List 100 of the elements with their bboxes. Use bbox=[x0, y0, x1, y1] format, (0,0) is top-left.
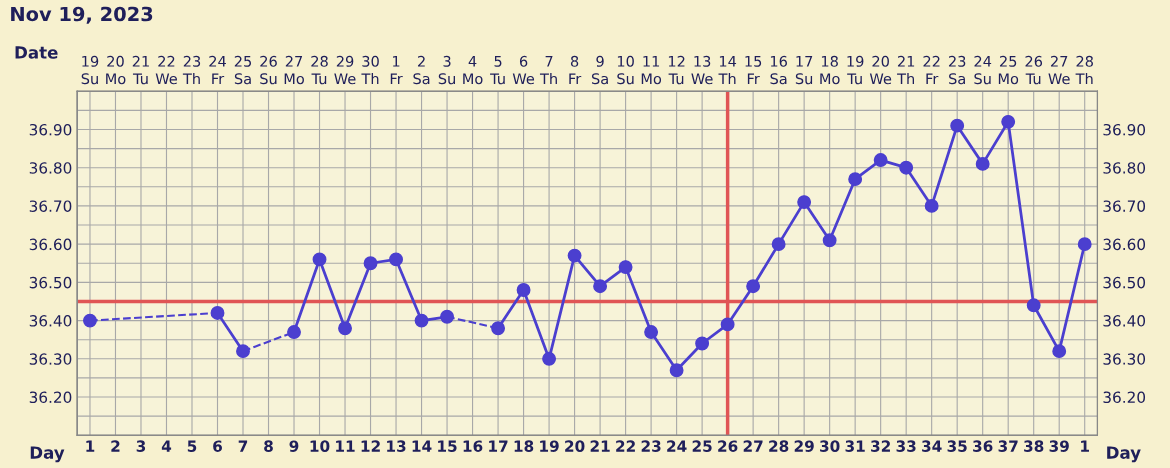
text: Day bbox=[30, 446, 65, 463]
y-tick-label: 36.30 bbox=[29, 353, 72, 365]
x-tick-label: 12 bbox=[361, 440, 380, 452]
x2-tick-label: 23 Sa bbox=[948, 55, 966, 85]
x-tick-label: 37 bbox=[998, 440, 1018, 452]
x2-tick-label: 28 Th bbox=[1075, 55, 1093, 85]
x-tick-label: 17 bbox=[489, 440, 508, 452]
y-tick-label: 36.50 bbox=[29, 276, 72, 289]
point bbox=[363, 256, 378, 271]
x-tick-label: 16 bbox=[463, 440, 483, 452]
point bbox=[338, 321, 352, 336]
x2-tick-label: 30 Th bbox=[361, 55, 379, 85]
x2-tick-label: 1 Fr bbox=[390, 55, 403, 85]
x2-tick-label: 26 Su bbox=[260, 55, 277, 85]
x2-axis-title: Date bbox=[15, 46, 58, 59]
x-tick-label: 10 bbox=[310, 440, 330, 452]
x-tick-label: 26 bbox=[718, 440, 738, 452]
x-tick-label: 27 bbox=[743, 440, 763, 452]
x2-tick-label: 20 Mo bbox=[106, 55, 126, 85]
x2-tick-label: 24 Su bbox=[974, 55, 992, 85]
point bbox=[389, 252, 403, 267]
x-tick-label: 1 bbox=[86, 440, 95, 452]
y2-tick-label: 36.60 bbox=[1103, 238, 1146, 251]
point bbox=[567, 248, 582, 263]
point bbox=[669, 363, 684, 378]
x2-tick-label: 12 Tu bbox=[668, 55, 685, 85]
point bbox=[873, 153, 888, 168]
x-tick-label: 36 bbox=[973, 440, 993, 452]
x2-tick-label: 21 Tu bbox=[132, 55, 149, 85]
x2-tick-label: 25 Mo bbox=[998, 55, 1019, 85]
x-tick-label: 14 bbox=[412, 440, 432, 452]
x-tick-label: 15 bbox=[438, 440, 457, 452]
x2-tick-label: 3 Su bbox=[438, 55, 455, 85]
x2-tick-label: 14 Th bbox=[718, 55, 737, 85]
x-tick-label: 23 bbox=[641, 440, 661, 452]
x2-tick-label: 27 We bbox=[1048, 55, 1070, 85]
point bbox=[848, 172, 863, 187]
x2-tick-label: 21 Th bbox=[897, 55, 915, 85]
point bbox=[542, 351, 557, 366]
point bbox=[924, 198, 939, 213]
x-tick-label: 28 bbox=[769, 440, 789, 452]
x-tick-label: 2 bbox=[111, 440, 120, 452]
x-tick-label: 19 bbox=[540, 440, 559, 452]
point bbox=[950, 118, 965, 133]
y-tick-label: 36.70 bbox=[29, 200, 72, 212]
y2-tick-label: 36.20 bbox=[1103, 391, 1146, 404]
x2-tick-label: 22 Fr bbox=[923, 55, 940, 85]
x-axis-title: Day bbox=[1107, 446, 1141, 463]
x2-tick-label: 26 Tu bbox=[1025, 55, 1043, 85]
x2-tick-label: 5 Tu bbox=[490, 55, 505, 85]
y-tick-label: 36.40 bbox=[29, 315, 72, 327]
point bbox=[210, 305, 225, 320]
point bbox=[771, 237, 786, 252]
x-tick-label: 38 bbox=[1024, 440, 1044, 452]
point bbox=[822, 233, 837, 248]
x2-tick-label: 18 Mo bbox=[820, 55, 840, 85]
x2-tick-label: 19 Su bbox=[81, 55, 99, 85]
point bbox=[720, 317, 735, 332]
point bbox=[593, 279, 608, 294]
x-tick-label: 9 bbox=[289, 440, 299, 452]
x2-tick-label: 22 We bbox=[155, 55, 177, 85]
y-tick-label: 36.90 bbox=[29, 123, 72, 136]
x-tick-label: 20 bbox=[565, 440, 585, 452]
x2-tick-label: 11 Mo bbox=[641, 55, 662, 85]
x-tick-label: 33 bbox=[896, 440, 916, 452]
y2-tick-label: 36.70 bbox=[1103, 200, 1146, 212]
x2-tick-label: 24 Fr bbox=[209, 55, 226, 85]
x2-tick-label: 8 Fr bbox=[569, 55, 582, 85]
point bbox=[797, 195, 812, 210]
x-tick-label: 30 bbox=[820, 440, 840, 452]
x2-tick-label: 15 Fr bbox=[745, 55, 762, 85]
x2-tick-label: 6 We bbox=[512, 55, 535, 85]
x-tick-label: 5 bbox=[187, 440, 197, 452]
x-tick-label: 32 bbox=[871, 440, 890, 452]
point bbox=[899, 160, 914, 175]
point bbox=[83, 313, 97, 328]
x-tick-label: 11 bbox=[336, 440, 355, 452]
x2-tick-label: 16 Sa bbox=[770, 55, 787, 85]
x-tick-label: 8 bbox=[264, 440, 273, 452]
x-tick-label: 24 bbox=[667, 440, 687, 452]
point bbox=[644, 325, 659, 339]
x-tick-label: 22 bbox=[616, 440, 635, 452]
x2-tick-label: 29 We bbox=[334, 55, 356, 85]
x2-tick-label: 4 Mo bbox=[463, 55, 483, 85]
x-tick-label: 7 bbox=[238, 440, 248, 452]
point bbox=[1077, 237, 1092, 252]
point bbox=[312, 252, 327, 267]
x2-tick-label: 19 Tu bbox=[847, 55, 864, 85]
y2-tick-label: 36.40 bbox=[1103, 315, 1146, 327]
x2-tick-label: 27 Mo bbox=[284, 55, 304, 85]
x2-tick-label: 20 We bbox=[869, 55, 892, 85]
x-tick-label: 29 bbox=[794, 440, 814, 452]
x-tick-label: 25 bbox=[692, 440, 712, 452]
point bbox=[746, 279, 761, 294]
x-tick-label: 6 bbox=[213, 440, 222, 452]
y2-tick-label: 36.50 bbox=[1103, 276, 1146, 289]
x-tick-label: 35 bbox=[947, 440, 967, 452]
x-tick-label: 21 bbox=[590, 440, 610, 452]
y-tick-label: 36.20 bbox=[29, 391, 72, 404]
y-tick-label: 36.80 bbox=[29, 162, 72, 174]
